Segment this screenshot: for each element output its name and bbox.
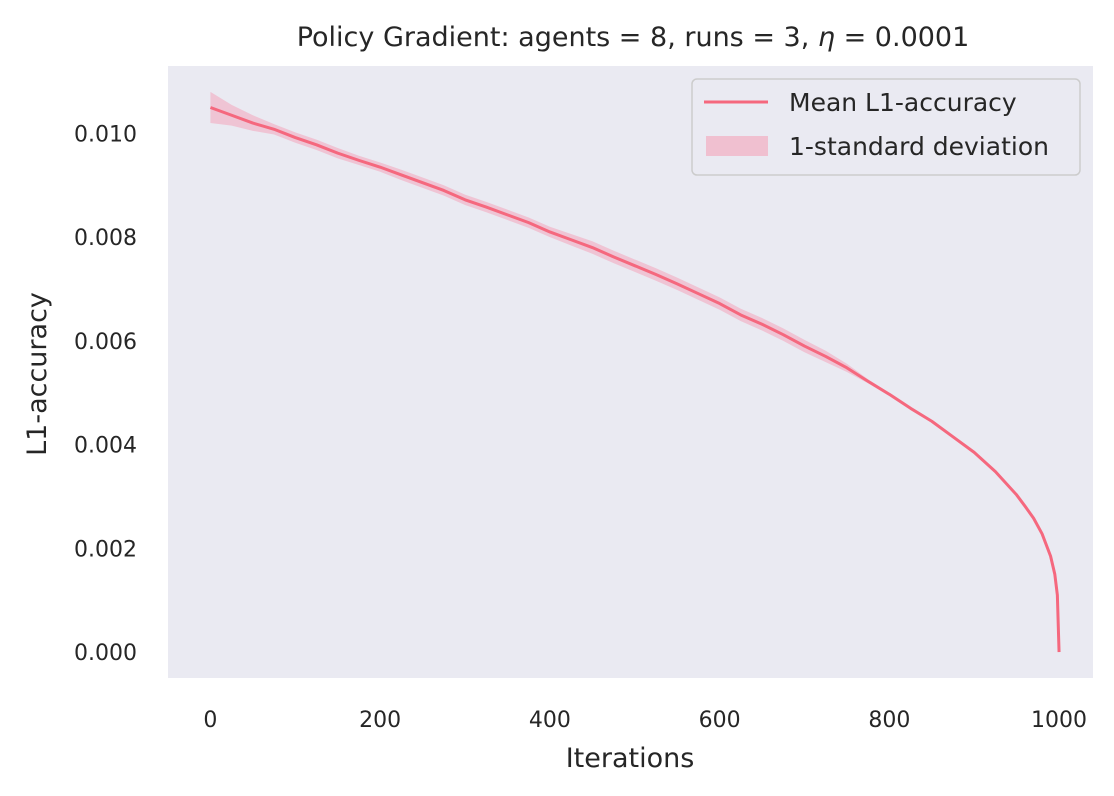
legend-label-mean: Mean L1-accuracy	[789, 88, 1017, 117]
x-tick-label: 0	[203, 708, 217, 733]
x-axis-ticks: 0 200 400 600 800 1000	[203, 708, 1087, 733]
mean-line-layer	[209, 106, 1061, 653]
y-axis-label: L1-accuracy	[22, 292, 53, 456]
chart-title: Policy Gradient: agents = 8, runs = 3, η…	[297, 22, 970, 53]
y-tick-label: 0.000	[74, 641, 137, 666]
x-tick-label: 600	[699, 708, 741, 733]
legend-label-std: 1-standard deviation	[789, 132, 1049, 161]
chart-title-symbol: η	[818, 22, 835, 53]
x-tick-label: 1000	[1031, 708, 1087, 733]
chart-title-suffix: = 0.0001	[835, 22, 969, 53]
x-tick-label: 800	[868, 708, 910, 733]
y-tick-label: 0.004	[74, 434, 137, 459]
y-tick-label: 0.002	[74, 537, 137, 562]
legend-box	[691, 78, 1081, 176]
legend: Mean L1-accuracy 1-standard deviation	[691, 78, 1081, 176]
chart-title-text: Policy Gradient: agents = 8, runs = 3,	[297, 22, 818, 53]
y-tick-label: 0.008	[74, 226, 137, 251]
x-axis-label: Iterations	[566, 743, 695, 774]
x-tick-label: 400	[529, 708, 571, 733]
legend-band-swatch	[706, 136, 768, 156]
y-tick-label: 0.006	[74, 330, 137, 355]
mean-l1-accuracy-line	[209, 106, 1061, 653]
x-tick-label: 200	[359, 708, 401, 733]
y-axis-ticks: 0.000 0.002 0.004 0.006 0.008 0.010	[74, 122, 137, 666]
y-tick-label: 0.010	[74, 122, 137, 147]
